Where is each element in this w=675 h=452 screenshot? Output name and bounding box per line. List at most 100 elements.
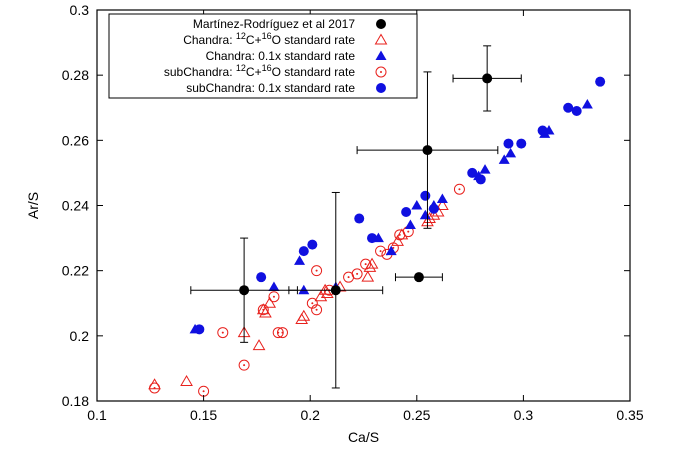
data-point bbox=[411, 200, 423, 210]
data-point bbox=[563, 102, 574, 113]
data-point-ring bbox=[268, 291, 280, 303]
legend-marker-ring bbox=[375, 66, 387, 78]
data-point bbox=[436, 199, 449, 210]
data-point bbox=[385, 245, 397, 256]
data-point-ring bbox=[311, 265, 323, 277]
data-point bbox=[194, 324, 205, 335]
data-point bbox=[298, 284, 310, 295]
y-tick-label: 0.3 bbox=[70, 2, 90, 18]
y-tick-label: 0.2 bbox=[70, 328, 90, 344]
data-point bbox=[268, 291, 280, 303]
data-point bbox=[401, 207, 412, 218]
data-point bbox=[453, 183, 465, 195]
data-point bbox=[427, 208, 441, 220]
data-point-ring bbox=[276, 327, 288, 339]
data-point bbox=[505, 147, 517, 158]
data-point bbox=[420, 190, 431, 201]
data-point-dot bbox=[153, 386, 156, 389]
legend-text-span: O standard rate bbox=[272, 33, 356, 47]
data-point-ring bbox=[238, 359, 250, 371]
data-point bbox=[276, 327, 288, 339]
series-0 bbox=[190, 45, 522, 389]
data-point bbox=[149, 382, 161, 394]
x-tick-label: 0.2 bbox=[300, 407, 320, 423]
data-point bbox=[537, 125, 548, 136]
y-axis-title: Ar/S bbox=[25, 192, 41, 219]
data-point bbox=[404, 219, 416, 230]
data-point bbox=[311, 265, 323, 277]
legend-entry-label: Martínez-Rodríguez et al 2017 bbox=[193, 17, 355, 31]
y-tick-label: 0.26 bbox=[62, 132, 89, 148]
legend-text-span: C+ bbox=[246, 65, 262, 79]
data-point-dot bbox=[407, 230, 410, 233]
data-point-dot bbox=[347, 276, 350, 279]
legend-marker bbox=[375, 50, 387, 60]
series-4 bbox=[194, 76, 606, 335]
plot-area bbox=[148, 45, 606, 397]
legend-entry-label: Chandra: 12C+16O standard rate bbox=[183, 31, 355, 47]
data-point-dot bbox=[281, 331, 284, 334]
data-point-dot bbox=[356, 272, 359, 275]
legend-marker-dot bbox=[380, 71, 382, 73]
data-point bbox=[252, 339, 266, 351]
data-point bbox=[217, 327, 229, 339]
data-point bbox=[297, 309, 311, 321]
data-point bbox=[375, 245, 387, 257]
legend-text-span: O standard rate bbox=[272, 65, 356, 79]
data-point bbox=[419, 209, 431, 220]
data-point bbox=[503, 138, 514, 149]
data-point bbox=[475, 174, 486, 185]
data-point bbox=[268, 281, 280, 291]
y-tick-label: 0.24 bbox=[62, 198, 89, 214]
data-point-dot bbox=[272, 295, 275, 298]
data-point bbox=[330, 285, 341, 296]
y-tick-label: 0.18 bbox=[62, 393, 89, 409]
data-point bbox=[238, 359, 250, 371]
data-point-dot bbox=[311, 302, 314, 305]
data-point bbox=[311, 304, 323, 316]
data-point-ring bbox=[375, 245, 387, 257]
legend-marker bbox=[375, 66, 387, 78]
data-point bbox=[361, 270, 375, 282]
x-axis-title: Ca/S bbox=[348, 429, 379, 445]
data-point-dot bbox=[221, 331, 224, 334]
legend-entry-label: subChandra: 0.1x standard rate bbox=[186, 81, 355, 95]
data-point bbox=[298, 246, 309, 257]
data-point bbox=[294, 255, 306, 265]
data-point-dot bbox=[398, 233, 401, 236]
data-point-dot bbox=[243, 364, 246, 367]
legend-marker bbox=[374, 33, 388, 45]
legend-text-span: Chandra: 0.1x standard rate bbox=[206, 49, 356, 63]
data-point-dot bbox=[379, 250, 382, 253]
axes: 0.1 0.15 0.2 0.25 0.3 0.35 0.18 0.2 0.22 0.24 0.26… bbox=[62, 2, 644, 423]
data-point bbox=[307, 239, 318, 250]
legend-superscript: 16 bbox=[262, 31, 272, 41]
legend-entry-label: subChandra: 12C+16O standard rate bbox=[164, 63, 355, 79]
legend-entry-label: Chandra: 0.1x standard rate bbox=[206, 49, 356, 63]
data-point bbox=[365, 257, 379, 269]
data-point bbox=[256, 272, 267, 283]
x-tick-label: 0.3 bbox=[514, 407, 534, 423]
legend-text-span: C+ bbox=[246, 33, 262, 47]
data-point bbox=[436, 193, 448, 203]
data-point bbox=[367, 233, 378, 244]
data-point bbox=[314, 290, 328, 302]
data-point-ring bbox=[149, 382, 161, 394]
data-point-dot bbox=[458, 188, 461, 191]
data-point bbox=[257, 304, 269, 316]
x-tick-label: 0.15 bbox=[190, 407, 217, 423]
data-point bbox=[595, 76, 606, 87]
x-tick-label: 0.25 bbox=[403, 407, 430, 423]
data-point bbox=[354, 213, 365, 224]
data-point bbox=[413, 272, 424, 283]
data-point bbox=[351, 268, 363, 280]
legend-text-span: subChandra: bbox=[164, 65, 236, 79]
data-point-dot bbox=[315, 269, 318, 272]
data-point bbox=[516, 138, 527, 149]
data-point bbox=[467, 167, 478, 178]
data-point bbox=[180, 374, 193, 386]
data-point-ring bbox=[351, 268, 363, 280]
data-point bbox=[479, 164, 491, 174]
